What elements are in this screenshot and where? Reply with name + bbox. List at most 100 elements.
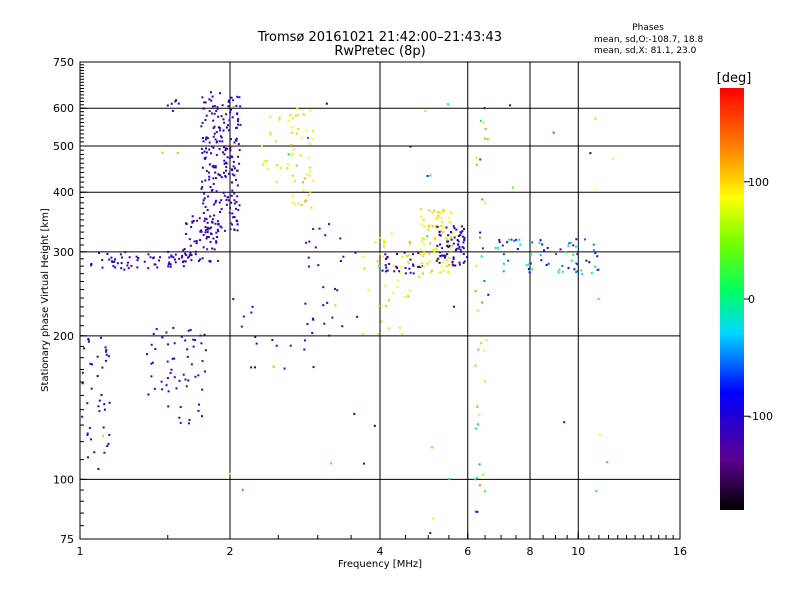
data-point xyxy=(387,299,390,302)
data-point xyxy=(342,255,345,258)
data-point xyxy=(448,244,451,247)
data-point xyxy=(385,258,388,261)
data-point xyxy=(206,221,209,224)
data-point xyxy=(497,246,500,249)
data-point xyxy=(210,91,213,94)
data-point xyxy=(305,241,308,244)
data-point xyxy=(388,327,391,330)
color-bar-tick-label: -100 xyxy=(748,410,773,423)
data-point xyxy=(501,244,504,247)
data-point xyxy=(238,204,241,207)
data-point xyxy=(384,284,387,287)
data-point xyxy=(312,366,315,369)
data-point xyxy=(452,225,455,228)
data-point xyxy=(277,118,280,121)
data-point xyxy=(434,247,437,250)
data-point xyxy=(510,238,513,241)
data-point xyxy=(105,350,108,353)
data-point xyxy=(173,342,176,345)
data-point xyxy=(188,418,191,421)
data-point xyxy=(187,329,190,332)
data-point xyxy=(378,236,381,239)
data-point xyxy=(193,240,196,243)
x-axis-label: Frequency [MHz] xyxy=(338,559,422,570)
data-point xyxy=(412,272,415,275)
data-point xyxy=(161,151,164,154)
x-tick-label: 8 xyxy=(527,545,534,558)
data-point xyxy=(408,267,411,270)
data-point xyxy=(182,373,185,376)
data-point xyxy=(235,139,238,142)
data-point xyxy=(214,165,217,168)
data-point xyxy=(299,154,302,157)
data-point xyxy=(211,188,214,191)
data-point xyxy=(260,144,263,147)
data-point xyxy=(594,252,597,255)
y-axis-label: Stationary phase Virtual Height [km] xyxy=(40,208,51,392)
data-point xyxy=(568,242,571,245)
data-point xyxy=(194,339,197,342)
data-point xyxy=(420,240,423,243)
data-point xyxy=(302,189,305,192)
data-point xyxy=(166,104,169,107)
data-point xyxy=(233,228,236,231)
data-point xyxy=(328,223,331,226)
data-point xyxy=(160,380,163,383)
data-point xyxy=(173,357,176,360)
data-point xyxy=(463,236,466,239)
data-point xyxy=(272,365,275,368)
data-point xyxy=(436,244,439,247)
data-point xyxy=(407,262,410,265)
data-point xyxy=(211,105,214,108)
data-point xyxy=(393,265,396,268)
data-point xyxy=(592,243,595,246)
data-point xyxy=(291,201,294,204)
data-point xyxy=(432,249,435,252)
data-point xyxy=(476,309,479,312)
data-point xyxy=(458,263,461,266)
data-point xyxy=(159,256,162,259)
data-point xyxy=(209,186,212,189)
data-point xyxy=(421,272,424,275)
data-point xyxy=(438,233,441,236)
data-point xyxy=(96,375,99,378)
data-point xyxy=(220,136,223,139)
data-point xyxy=(210,233,213,236)
data-point xyxy=(418,275,421,278)
data-point xyxy=(580,269,583,272)
data-point xyxy=(581,273,584,276)
data-point xyxy=(396,267,399,270)
data-point xyxy=(423,251,426,254)
data-point xyxy=(204,231,207,234)
data-point xyxy=(238,162,241,165)
data-point xyxy=(174,253,177,256)
data-point xyxy=(212,237,215,240)
data-point xyxy=(269,115,272,118)
data-point xyxy=(307,194,310,197)
data-point xyxy=(417,265,420,268)
data-point xyxy=(209,240,212,243)
data-point xyxy=(168,261,171,264)
data-point xyxy=(200,125,203,128)
data-point xyxy=(98,410,101,413)
data-point xyxy=(136,259,139,262)
data-point xyxy=(254,336,257,339)
data-point xyxy=(225,198,228,201)
data-point xyxy=(202,199,205,202)
data-point xyxy=(217,115,220,118)
data-point xyxy=(474,427,477,430)
data-point xyxy=(304,200,307,203)
data-point xyxy=(450,232,453,235)
data-point xyxy=(395,265,398,268)
data-point xyxy=(112,265,115,268)
data-point xyxy=(232,216,235,219)
data-point xyxy=(311,137,314,140)
data-point xyxy=(446,244,449,247)
data-point xyxy=(215,110,218,113)
data-point xyxy=(206,137,209,140)
data-point xyxy=(290,126,293,129)
data-point xyxy=(419,253,422,256)
data-point xyxy=(233,216,236,219)
data-point xyxy=(423,265,426,268)
data-point xyxy=(463,260,466,263)
